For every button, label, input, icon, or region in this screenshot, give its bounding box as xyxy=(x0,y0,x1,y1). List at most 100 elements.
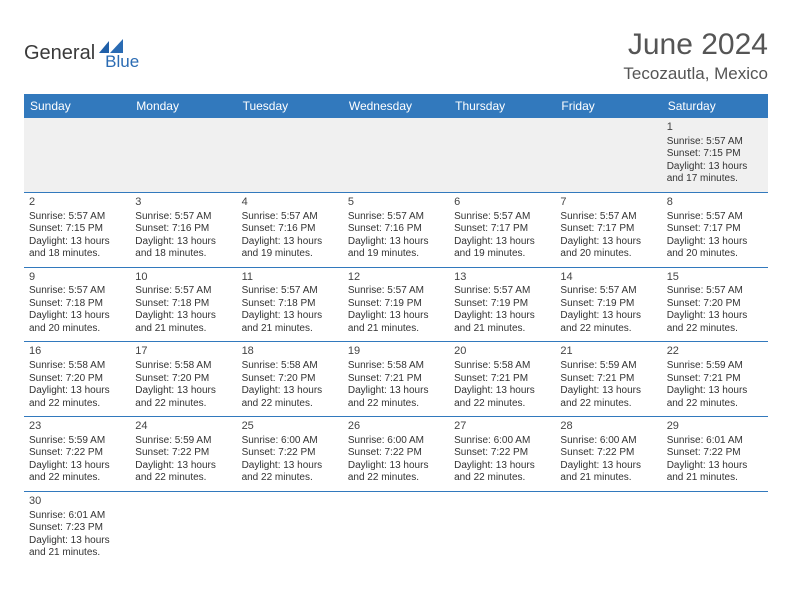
calendar-cell: 15Sunrise: 5:57 AMSunset: 7:20 PMDayligh… xyxy=(662,267,768,342)
sunrise-line: Sunrise: 5:57 AM xyxy=(29,285,125,298)
calendar-cell: 26Sunrise: 6:00 AMSunset: 7:22 PMDayligh… xyxy=(343,417,449,492)
sunrise-line: Sunrise: 6:00 AM xyxy=(454,435,550,448)
day-number: 18 xyxy=(242,345,338,359)
calendar-week-row: 23Sunrise: 5:59 AMSunset: 7:22 PMDayligh… xyxy=(24,417,768,492)
day-number: 12 xyxy=(348,271,444,285)
sunset-line: Sunset: 7:20 PM xyxy=(242,373,338,386)
daylight-line: Daylight: 13 hours and 22 minutes. xyxy=(667,310,763,335)
day-number: 10 xyxy=(135,271,231,285)
day-number: 28 xyxy=(560,420,656,434)
daylight-line: Daylight: 13 hours and 21 minutes. xyxy=(135,310,231,335)
daylight-line: Daylight: 13 hours and 22 minutes. xyxy=(560,310,656,335)
day-number: 25 xyxy=(242,420,338,434)
sunset-line: Sunset: 7:16 PM xyxy=(348,223,444,236)
sunset-line: Sunset: 7:15 PM xyxy=(29,223,125,236)
calendar-cell: 7Sunrise: 5:57 AMSunset: 7:17 PMDaylight… xyxy=(555,192,661,267)
daylight-line: Daylight: 13 hours and 18 minutes. xyxy=(29,236,125,261)
sunset-line: Sunset: 7:20 PM xyxy=(29,373,125,386)
logo: General Blue xyxy=(24,34,139,72)
day-number: 26 xyxy=(348,420,444,434)
sunset-line: Sunset: 7:19 PM xyxy=(348,298,444,311)
title-block: June 2024 Tecozautla, Mexico xyxy=(623,28,768,84)
sunrise-line: Sunrise: 5:57 AM xyxy=(242,285,338,298)
sunset-line: Sunset: 7:21 PM xyxy=(560,373,656,386)
sunset-line: Sunset: 7:17 PM xyxy=(667,223,763,236)
sunrise-line: Sunrise: 5:58 AM xyxy=(454,360,550,373)
daylight-line: Daylight: 13 hours and 22 minutes. xyxy=(29,460,125,485)
day-number: 24 xyxy=(135,420,231,434)
calendar-cell: 18Sunrise: 5:58 AMSunset: 7:20 PMDayligh… xyxy=(237,342,343,417)
sunset-line: Sunset: 7:19 PM xyxy=(454,298,550,311)
day-number: 30 xyxy=(29,495,125,509)
sunrise-line: Sunrise: 6:00 AM xyxy=(242,435,338,448)
sunrise-line: Sunrise: 5:57 AM xyxy=(242,211,338,224)
sunrise-line: Sunrise: 5:57 AM xyxy=(454,211,550,224)
calendar-cell xyxy=(555,118,661,192)
sunrise-line: Sunrise: 6:00 AM xyxy=(348,435,444,448)
weekday-header-row: Sunday Monday Tuesday Wednesday Thursday… xyxy=(24,94,768,118)
sunset-line: Sunset: 7:17 PM xyxy=(454,223,550,236)
calendar-cell: 30Sunrise: 6:01 AMSunset: 7:23 PMDayligh… xyxy=(24,491,130,565)
sunrise-line: Sunrise: 5:59 AM xyxy=(135,435,231,448)
sunset-line: Sunset: 7:21 PM xyxy=(454,373,550,386)
daylight-line: Daylight: 13 hours and 22 minutes. xyxy=(242,460,338,485)
daylight-line: Daylight: 13 hours and 21 minutes. xyxy=(560,460,656,485)
sunrise-line: Sunrise: 6:01 AM xyxy=(667,435,763,448)
daylight-line: Daylight: 13 hours and 20 minutes. xyxy=(667,236,763,261)
sunset-line: Sunset: 7:22 PM xyxy=(560,447,656,460)
daylight-line: Daylight: 13 hours and 19 minutes. xyxy=(242,236,338,261)
daylight-line: Daylight: 13 hours and 22 minutes. xyxy=(348,385,444,410)
calendar-cell: 10Sunrise: 5:57 AMSunset: 7:18 PMDayligh… xyxy=(130,267,236,342)
daylight-line: Daylight: 13 hours and 22 minutes. xyxy=(348,460,444,485)
day-number: 4 xyxy=(242,196,338,210)
day-number: 23 xyxy=(29,420,125,434)
sunset-line: Sunset: 7:22 PM xyxy=(667,447,763,460)
day-number: 6 xyxy=(454,196,550,210)
daylight-line: Daylight: 13 hours and 21 minutes. xyxy=(667,460,763,485)
daylight-line: Daylight: 13 hours and 22 minutes. xyxy=(29,385,125,410)
day-number: 20 xyxy=(454,345,550,359)
calendar-cell: 28Sunrise: 6:00 AMSunset: 7:22 PMDayligh… xyxy=(555,417,661,492)
sunset-line: Sunset: 7:22 PM xyxy=(454,447,550,460)
daylight-line: Daylight: 13 hours and 22 minutes. xyxy=(454,385,550,410)
calendar-cell xyxy=(237,491,343,565)
calendar-cell: 14Sunrise: 5:57 AMSunset: 7:19 PMDayligh… xyxy=(555,267,661,342)
daylight-line: Daylight: 13 hours and 22 minutes. xyxy=(667,385,763,410)
logo-text-general: General xyxy=(24,42,95,65)
calendar-cell: 29Sunrise: 6:01 AMSunset: 7:22 PMDayligh… xyxy=(662,417,768,492)
weekday-header: Saturday xyxy=(662,94,768,118)
calendar-cell: 27Sunrise: 6:00 AMSunset: 7:22 PMDayligh… xyxy=(449,417,555,492)
calendar-cell xyxy=(555,491,661,565)
calendar-cell xyxy=(24,118,130,192)
daylight-line: Daylight: 13 hours and 22 minutes. xyxy=(242,385,338,410)
weekday-header: Friday xyxy=(555,94,661,118)
calendar-cell xyxy=(130,118,236,192)
day-number: 17 xyxy=(135,345,231,359)
calendar-cell: 1Sunrise: 5:57 AMSunset: 7:15 PMDaylight… xyxy=(662,118,768,192)
daylight-line: Daylight: 13 hours and 21 minutes. xyxy=(242,310,338,335)
sunset-line: Sunset: 7:16 PM xyxy=(242,223,338,236)
sunrise-line: Sunrise: 6:00 AM xyxy=(560,435,656,448)
sunset-line: Sunset: 7:18 PM xyxy=(135,298,231,311)
calendar-cell: 2Sunrise: 5:57 AMSunset: 7:15 PMDaylight… xyxy=(24,192,130,267)
daylight-line: Daylight: 13 hours and 22 minutes. xyxy=(135,460,231,485)
sunset-line: Sunset: 7:18 PM xyxy=(242,298,338,311)
calendar-cell xyxy=(130,491,236,565)
calendar-cell: 25Sunrise: 6:00 AMSunset: 7:22 PMDayligh… xyxy=(237,417,343,492)
daylight-line: Daylight: 13 hours and 20 minutes. xyxy=(29,310,125,335)
sunset-line: Sunset: 7:15 PM xyxy=(667,148,763,161)
calendar-cell: 24Sunrise: 5:59 AMSunset: 7:22 PMDayligh… xyxy=(130,417,236,492)
location: Tecozautla, Mexico xyxy=(623,64,768,84)
sunrise-line: Sunrise: 5:57 AM xyxy=(348,285,444,298)
weekday-header: Thursday xyxy=(449,94,555,118)
day-number: 19 xyxy=(348,345,444,359)
weekday-header: Wednesday xyxy=(343,94,449,118)
day-number: 8 xyxy=(667,196,763,210)
calendar-cell: 11Sunrise: 5:57 AMSunset: 7:18 PMDayligh… xyxy=(237,267,343,342)
calendar-cell: 3Sunrise: 5:57 AMSunset: 7:16 PMDaylight… xyxy=(130,192,236,267)
sunrise-line: Sunrise: 5:57 AM xyxy=(667,211,763,224)
page-title: June 2024 xyxy=(623,28,768,62)
sunrise-line: Sunrise: 5:59 AM xyxy=(667,360,763,373)
sunrise-line: Sunrise: 5:59 AM xyxy=(560,360,656,373)
calendar-cell: 8Sunrise: 5:57 AMSunset: 7:17 PMDaylight… xyxy=(662,192,768,267)
